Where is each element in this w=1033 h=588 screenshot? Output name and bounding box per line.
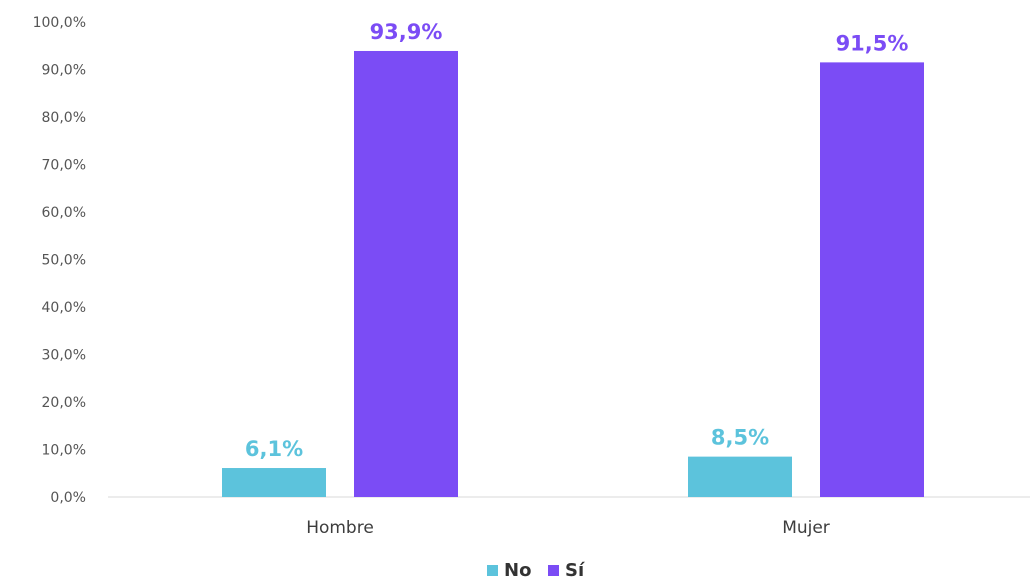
data-label: 91,5% bbox=[836, 31, 909, 55]
data-label: 8,5% bbox=[711, 426, 769, 450]
x-axis: Hombre Mujer bbox=[306, 518, 830, 538]
legend-label: Sí bbox=[565, 560, 585, 581]
y-tick-label: 50,0% bbox=[42, 253, 86, 269]
legend-label: No bbox=[504, 560, 531, 581]
y-axis: 0,0% 10,0% 20,0% 30,0% 40,0% 50,0% 60,0% 70,0% 8… bbox=[33, 15, 86, 506]
data-labels: 6,1% 8,5% 93,9% 91,5% bbox=[245, 20, 909, 461]
y-tick-label: 80,0% bbox=[42, 110, 86, 126]
y-tick-label: 0,0% bbox=[50, 490, 86, 506]
data-label: 93,9% bbox=[370, 20, 443, 44]
y-tick-label: 20,0% bbox=[42, 395, 86, 411]
bar-s-hombre bbox=[354, 50, 458, 497]
y-tick-label: 60,0% bbox=[42, 205, 86, 221]
y-tick-label: 40,0% bbox=[42, 300, 86, 316]
y-tick-label: 10,0% bbox=[42, 443, 86, 459]
legend: No Sí bbox=[487, 560, 585, 581]
y-tick-label: 70,0% bbox=[42, 158, 86, 174]
bar-no-mujer bbox=[688, 456, 792, 497]
legend-swatch bbox=[548, 565, 559, 576]
x-tick-label: Hombre bbox=[306, 518, 374, 538]
x-tick-label: Mujer bbox=[782, 518, 830, 538]
legend-swatch bbox=[487, 565, 498, 576]
bar-s-mujer bbox=[820, 62, 924, 497]
data-label: 6,1% bbox=[245, 437, 303, 461]
y-tick-label: 90,0% bbox=[42, 63, 86, 79]
bars bbox=[222, 50, 924, 497]
y-tick-label: 30,0% bbox=[42, 348, 86, 364]
y-tick-label: 100,0% bbox=[33, 15, 86, 31]
bar-no-hombre bbox=[222, 468, 326, 497]
